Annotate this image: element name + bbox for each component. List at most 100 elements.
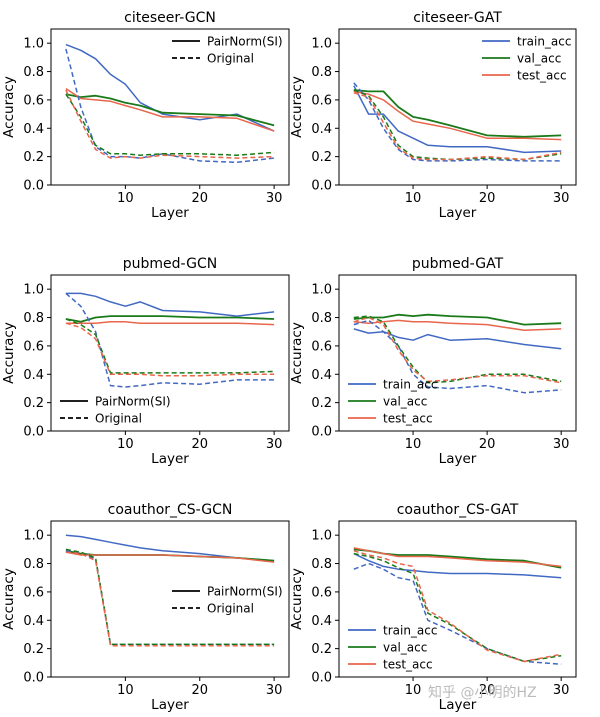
x-tick-label: 10 [117,683,134,698]
series-line-val-dashed [353,315,562,384]
series-line-val-original [65,318,275,374]
y-axis-label: Accuracy [1,76,17,138]
series-line-test-original [65,551,275,647]
x-tick-label: 10 [405,437,422,452]
y-tick-label: 0.6 [23,585,44,600]
y-tick-label: 0.2 [23,396,44,411]
x-tick-label: 20 [479,683,496,698]
y-axis-label: Accuracy [289,322,305,384]
panel-title: coauthor_CS-GCN [108,502,233,518]
y-tick-label: 0.8 [23,65,44,80]
x-tick-label: 30 [553,683,570,698]
panel-title: citeseer-GAT [413,10,502,26]
y-tick-label: 0.0 [23,425,44,440]
y-axis-label: Accuracy [1,322,17,384]
y-tick-label: 0.6 [23,93,44,108]
legend-label: train_acc [517,35,571,49]
legend-label: train_acc [383,624,437,638]
y-tick-label: 0.0 [311,671,332,686]
y-tick-label: 0.0 [23,671,44,686]
y-tick-label: 0.0 [311,425,332,440]
y-tick-label: 1.0 [311,283,332,298]
series-line-test-original [65,322,275,377]
panel-6: 0.0 0.2 0.4 0.6 0.8 1.0 10 20 30 coauthor_CS-GAT L… [289,502,577,713]
legend: PairNorm(SI) Original [60,395,171,426]
series-line-train-solid [353,552,562,579]
series-line-test-dashed [353,550,562,663]
series-line-val-pairnorm-si- [65,315,275,323]
y-tick-label: 0.4 [311,368,332,383]
x-axis-label: Layer [439,697,477,713]
axes-frame [50,274,290,432]
series-line-val-pairnorm-si- [65,93,275,127]
panel-title: pubmed-GAT [412,256,504,272]
series-line-train-solid [353,85,562,154]
panel-title: coauthor_CS-GAT [397,502,519,518]
legend-label: Original [207,602,254,616]
x-tick-label: 30 [266,191,283,206]
y-tick-label: 0.8 [23,557,44,572]
panel-1: 0.0 0.2 0.4 0.6 0.8 1.0 10 20 30 citeseer-GCN Laye… [1,10,290,221]
axes-frame [50,520,290,678]
series-line-test-solid [353,319,562,332]
series-line-train-pairnorm-si- [65,534,275,562]
panel-4: 0.0 0.2 0.4 0.6 0.8 1.0 10 20 30 pubmed-GAT Layer A… [289,256,577,467]
y-tick-label: 0.4 [311,614,332,629]
y-tick-label: 0.2 [311,642,332,657]
series-line-test-pairnorm-si- [65,551,275,563]
legend-label: test_acc [517,69,567,83]
x-tick-label: 10 [117,191,134,206]
axes-frame [338,274,577,432]
legend-label: train_acc [383,378,437,392]
series-line-train-dashed [353,319,562,394]
series-line-test-dashed [353,92,562,161]
legend-label: PairNorm(SI) [95,395,171,409]
axes-frame [338,28,577,186]
x-axis-label: Layer [439,205,477,221]
y-tick-label: 1.0 [311,529,332,544]
y-axis-label: Accuracy [1,568,17,630]
series-line-val-solid [353,89,562,138]
x-tick-label: 10 [405,683,422,698]
panel-title: citeseer-GCN [124,10,216,26]
y-tick-label: 0.8 [23,311,44,326]
x-axis-label: Layer [151,205,189,221]
y-tick-label: 0.2 [311,150,332,165]
x-tick-label: 20 [191,437,208,452]
series-line-test-pairnorm-si- [65,87,275,132]
panel-5: 0.0 0.2 0.4 0.6 0.8 1.0 10 20 30 coauthor_CS-GCN L… [1,502,290,713]
x-tick-label: 30 [553,191,570,206]
axes-frame [338,520,577,678]
legend: train_acc val_acc test_acc [348,378,437,426]
y-tick-label: 0.6 [311,93,332,108]
x-tick-label: 10 [117,437,134,452]
y-axis-label: Accuracy [289,76,305,138]
legend-label: test_acc [383,412,433,426]
y-tick-label: 0.4 [23,122,44,137]
legend-label: val_acc [383,395,427,409]
y-tick-label: 0.0 [311,179,332,194]
y-tick-label: 0.2 [23,150,44,165]
legend-label: PairNorm(SI) [207,585,283,599]
series-line-train-original [65,292,275,388]
series-line-train-pairnorm-si- [65,292,275,317]
y-tick-label: 0.4 [23,614,44,629]
legend-label: val_acc [517,52,561,66]
series-line-test-solid [353,90,562,141]
series-line-val-original [65,548,275,646]
legend-label: Original [207,52,254,66]
x-tick-label: 20 [479,437,496,452]
legend: train_acc val_acc test_acc [482,35,571,83]
series-line-test-original [65,89,275,159]
watermark: 知乎 @小明的HZ [428,684,537,701]
axes-frame [50,28,290,186]
y-tick-label: 0.0 [23,179,44,194]
legend: PairNorm(SI) Original [172,585,283,616]
y-tick-label: 0.8 [311,557,332,572]
legend-label: Original [95,412,142,426]
y-tick-label: 0.2 [23,642,44,657]
series-line-train-solid [353,328,562,350]
y-tick-label: 0.2 [311,396,332,411]
series-line-test-pairnorm-si- [65,321,275,326]
